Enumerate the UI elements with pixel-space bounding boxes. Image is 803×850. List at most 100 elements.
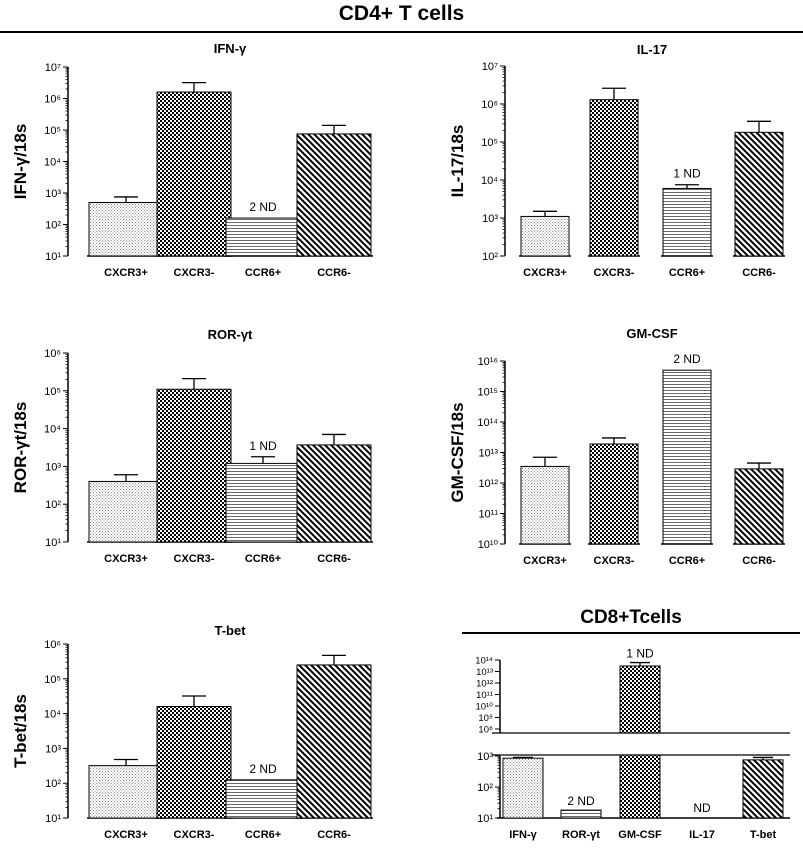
y-tick-label: 10⁶ [44,348,61,360]
x-tick-label: CCR6- [742,555,776,567]
y-tick-label: 10⁴ [481,175,498,187]
y-tick-label: 10⁴ [44,424,61,436]
bar-CCR6- [296,133,372,257]
bar-CCR6- [734,131,784,257]
y-tick-label: 10⁶ [44,94,61,106]
chart-panel-4: 10¹⁰ 10¹¹ 10¹² 10¹³ 10¹⁴ 10¹⁵ 10¹⁶ GM-CSF GM-CSF… [448,326,785,567]
y-tick-label: 10⁵ [44,125,61,137]
x-tick-label: CCR6+ [245,553,281,565]
y-tick-label: 10² [45,778,61,790]
y-tick-label: 10⁹ [478,713,493,724]
bar-CXCR3+ [520,465,570,545]
bar-ROR-γt [560,809,602,819]
y-tick-label: 10² [45,220,61,232]
x-tick-label: CXCR3- [174,267,215,279]
bar-GM-CSF-lower [619,754,661,819]
y-tick-label: 10¹⁰ [475,702,493,713]
x-tick-label: CXCR3+ [523,555,567,567]
bar-CCR6+ [225,217,301,257]
y-tick-label: 10⁵ [44,386,61,398]
bar-GM-CSF-upper [619,665,661,734]
x-tick-label: CCR6- [317,829,351,841]
y-tick-label: 10¹¹ [476,690,493,701]
x-tick-label: CCR6- [317,267,351,279]
nd-annotation: 1 ND [626,647,654,661]
chart-panel-1: 10¹ 10² 10³ 10⁴ 10⁵ 10⁶ 10⁷ IFN-γ IFN-γ/18s CXCR3… [11,41,373,279]
y-tick-label: 10¹¹ [478,509,498,521]
y-tick-label: 10¹² [478,478,498,490]
y-tick-label: 10³ [45,461,61,473]
chart-title: T-bet [214,623,246,638]
y-axis-label: T-bet/18s [11,694,30,768]
bar-CCR6+ [662,187,712,257]
bar-CXCR3- [589,443,639,545]
chart-title: IL-17 [637,42,667,57]
x-tick-label: CCR6- [317,553,351,565]
y-tick-label: 10⁷ [45,62,61,74]
y-tick-label: 10⁵ [44,674,61,686]
y-tick-label: 10¹⁴ [477,417,498,429]
y-tick-label: 10² [477,782,493,794]
bar-CXCR3- [156,91,232,257]
bar-CCR6- [296,444,372,543]
nd-annotation: 2 ND [567,794,595,808]
x-tick-label: CXCR3- [594,267,635,279]
bar-CXCR3- [156,388,232,543]
chart-panel-3: 10¹ 10² 10³ 10⁴ 10⁵ 10⁶ ROR-γt ROR-γt/18s CXCR3+… [11,327,373,565]
bar-T-bet [742,759,784,819]
x-tick-label: CXCR3- [174,553,215,565]
cd8-title-rule [462,632,800,634]
chart-panel-2: 10² 10³ 10⁴ 10⁵ 10⁶ 10⁷ IL-17 IL-17/18s CXCR3+ CX… [448,42,785,279]
bar-CXCR3+ [88,201,164,257]
bar-CXCR3+ [520,215,570,257]
y-axis-label: GM-CSF/18s [448,402,467,502]
y-tick-label: 10¹⁴ [475,656,493,667]
x-tick-label: CXCR3+ [104,829,148,841]
y-tick-label: 10¹⁵ [478,387,498,399]
y-tick-label: 10⁷ [482,61,498,73]
chart-title: GM-CSF [626,326,677,341]
chart-title: IFN-γ [214,41,247,56]
y-tick-label: 10⁵ [481,137,498,149]
nd-annotation: 1 ND [673,167,701,181]
x-tick-label: T-bet [750,829,777,841]
y-tick-label: 10³ [482,213,498,225]
y-tick-label: 10¹ [45,251,61,263]
y-tick-label: 10³ [45,743,61,755]
y-tick-label: 10¹ [45,813,61,825]
y-tick-label: 10⁸ [478,725,493,736]
y-tick-label: 10¹³ [476,667,493,678]
y-tick-label: 10⁶ [481,99,498,111]
x-tick-label: CCR6+ [669,267,705,279]
bar-IFN-γ [502,757,544,819]
bar-CXCR3+ [88,480,164,543]
y-tick-label: 10⁴ [44,157,61,169]
x-tick-label: GM-CSF [618,829,662,841]
y-tick-label: 10¹² [476,679,493,690]
nd-annotation: 2 ND [249,762,277,776]
x-tick-label: CCR6+ [245,829,281,841]
bar-CCR6+ [225,462,301,543]
bar-CXCR3+ [88,765,164,819]
y-tick-label: 10³ [45,188,61,200]
y-tick-label: 10¹ [45,537,61,549]
y-axis-label: ROR-γt/18s [11,402,30,494]
x-tick-label: CXCR3+ [104,267,148,279]
cd4-title-rule [0,31,803,33]
bar-CXCR3- [589,99,639,257]
x-tick-label: CXCR3+ [104,553,148,565]
chart-panel-5: 10¹ 10² 10³ 10⁴ 10⁵ 10⁶ T-bet T-bet/18s CXCR3+ CX… [11,623,373,841]
cd4-section-title: CD4+ T cells [338,2,465,25]
cd8-section-title: CD8+Tcells [580,607,682,628]
x-tick-label: ROR-γt [562,829,600,841]
y-tick-label: 10¹ [477,813,493,825]
y-tick-label: 10⁶ [44,639,61,651]
nd-annotation: 1 ND [249,439,277,453]
x-tick-label: CXCR3- [174,829,215,841]
y-tick-label: 10¹³ [478,448,498,460]
nd-annotation: 2 ND [673,352,701,366]
bar-CCR6+ [225,779,301,819]
x-tick-label: CCR6+ [245,267,281,279]
y-axis-label: IFN-γ/18s [11,124,30,200]
